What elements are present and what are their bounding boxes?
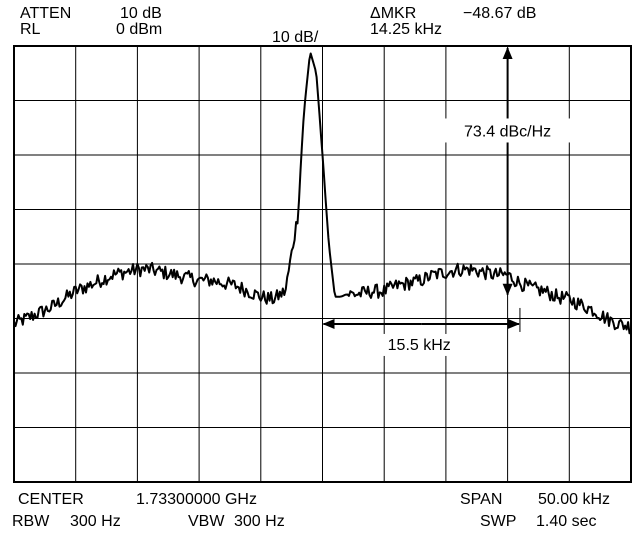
delta-marker-value: −48.67 dB <box>463 5 537 22</box>
vbw-value: 300 Hz <box>234 513 285 530</box>
dbc-annotation-label: 73.4 dBc/Hz <box>464 123 551 140</box>
span-label: SPAN <box>460 491 503 508</box>
rbw-value: 300 Hz <box>70 513 121 530</box>
atten-label: ATTEN <box>20 5 72 22</box>
label-background <box>377 333 466 356</box>
spectrum-trace <box>13 52 632 335</box>
center-value: 1.73300000 GHz <box>136 491 257 508</box>
delta-marker-label: ΔMKR <box>370 5 417 22</box>
rl-value: 0 dBm <box>116 21 163 38</box>
span-value: 50.00 kHz <box>538 491 611 508</box>
khz-annotation-label: 15.5 kHz <box>388 337 451 354</box>
scale-value: 10 dB/ <box>272 29 319 46</box>
rbw-label: RBW <box>12 513 50 530</box>
atten-value: 10 dB <box>120 5 162 22</box>
center-label: CENTER <box>18 491 84 508</box>
sweep-value: 1.40 sec <box>536 513 597 530</box>
sweep-label: SWP <box>480 513 517 530</box>
label-background <box>443 118 572 143</box>
delta-marker-frequency: 14.25 kHz <box>370 21 443 38</box>
vbw-label: VBW <box>188 513 225 530</box>
marker-annotations: 73.4 dBc/Hz 15.5 kHz <box>279 45 572 356</box>
graticule <box>13 45 632 483</box>
rl-label: RL <box>20 21 41 38</box>
